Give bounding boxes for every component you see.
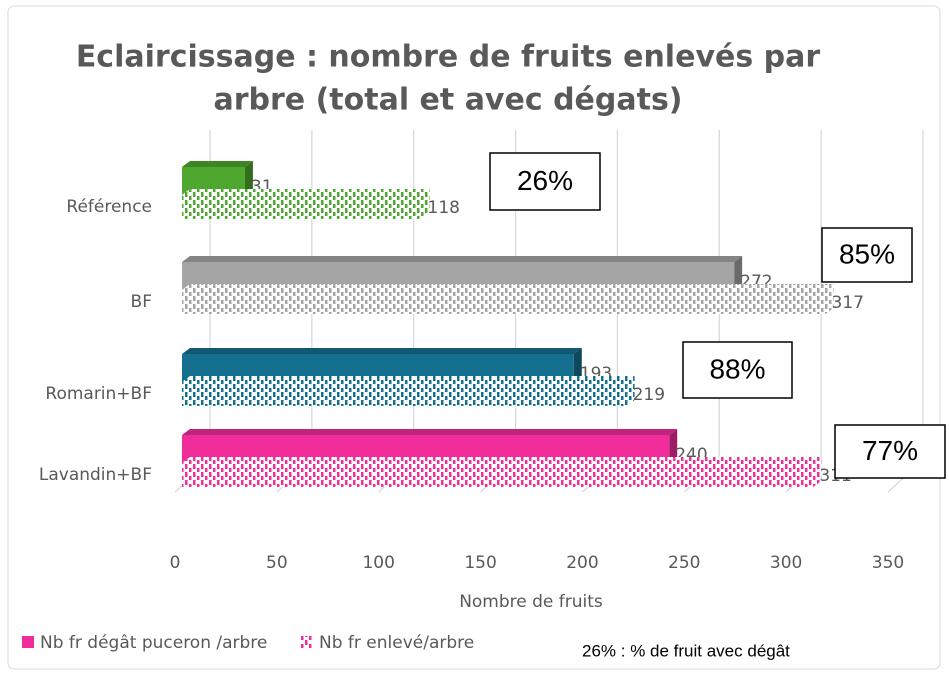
x-tick-label: 100 xyxy=(362,553,394,573)
y-tick-label: Lavandin+BF xyxy=(39,465,152,485)
data-label: 118 xyxy=(428,198,460,218)
x-tick-label: 350 xyxy=(872,553,904,573)
y-tick-label: BF xyxy=(131,292,152,312)
annotation-box xyxy=(834,424,946,479)
chart-title: Eclaircissage : nombre de fruits enlevés… xyxy=(76,40,821,75)
annotation-box xyxy=(489,152,601,211)
legend-label: Nb fr dégât puceron /arbre xyxy=(40,633,267,653)
data-label: 219 xyxy=(633,385,665,405)
x-tick-label: 50 xyxy=(266,553,288,573)
data-label: 317 xyxy=(832,293,864,313)
bar-side xyxy=(825,284,834,314)
y-tick-label: Référence xyxy=(66,197,152,217)
x-tick-label: 200 xyxy=(566,553,598,573)
bar-top xyxy=(182,348,582,354)
x-tick-label: 0 xyxy=(170,553,181,573)
y-tick-label: Romarin+BF xyxy=(45,384,152,404)
legend-label: Nb fr enlevé/arbre xyxy=(319,633,474,653)
chart-title: arbre (total et avec dégats) xyxy=(213,83,682,118)
bar-top xyxy=(182,284,834,290)
bar-side xyxy=(813,457,822,487)
x-tick-label: 250 xyxy=(668,553,700,573)
annotation: 77% xyxy=(862,435,918,466)
note: 26% : % de fruit avec dégât xyxy=(582,641,790,660)
bar xyxy=(182,290,826,314)
bar-side xyxy=(573,348,582,382)
annotation: 85% xyxy=(839,238,895,269)
annotation-box xyxy=(682,341,793,399)
x-tick-label: 150 xyxy=(464,553,496,573)
bar-top xyxy=(182,161,253,167)
bar-side xyxy=(244,161,253,195)
x-tick-label: 300 xyxy=(770,553,802,573)
bar-side xyxy=(669,429,678,463)
bar-side xyxy=(626,376,635,406)
bar-top xyxy=(182,376,635,382)
bar xyxy=(182,463,814,487)
x-axis-label: Nombre de fruits xyxy=(459,592,603,612)
bar-top xyxy=(182,256,743,262)
bar xyxy=(182,195,422,219)
annotation-box xyxy=(821,227,913,283)
legend-swatch xyxy=(22,636,34,648)
legend-swatch xyxy=(300,636,312,648)
annotation: 26% xyxy=(517,165,573,196)
bar-side xyxy=(421,189,430,219)
bar-top xyxy=(182,457,822,463)
annotation: 88% xyxy=(709,353,765,384)
bar-top xyxy=(182,189,430,195)
bar-side xyxy=(734,256,743,290)
bar-top xyxy=(182,429,678,435)
bar xyxy=(182,382,627,406)
